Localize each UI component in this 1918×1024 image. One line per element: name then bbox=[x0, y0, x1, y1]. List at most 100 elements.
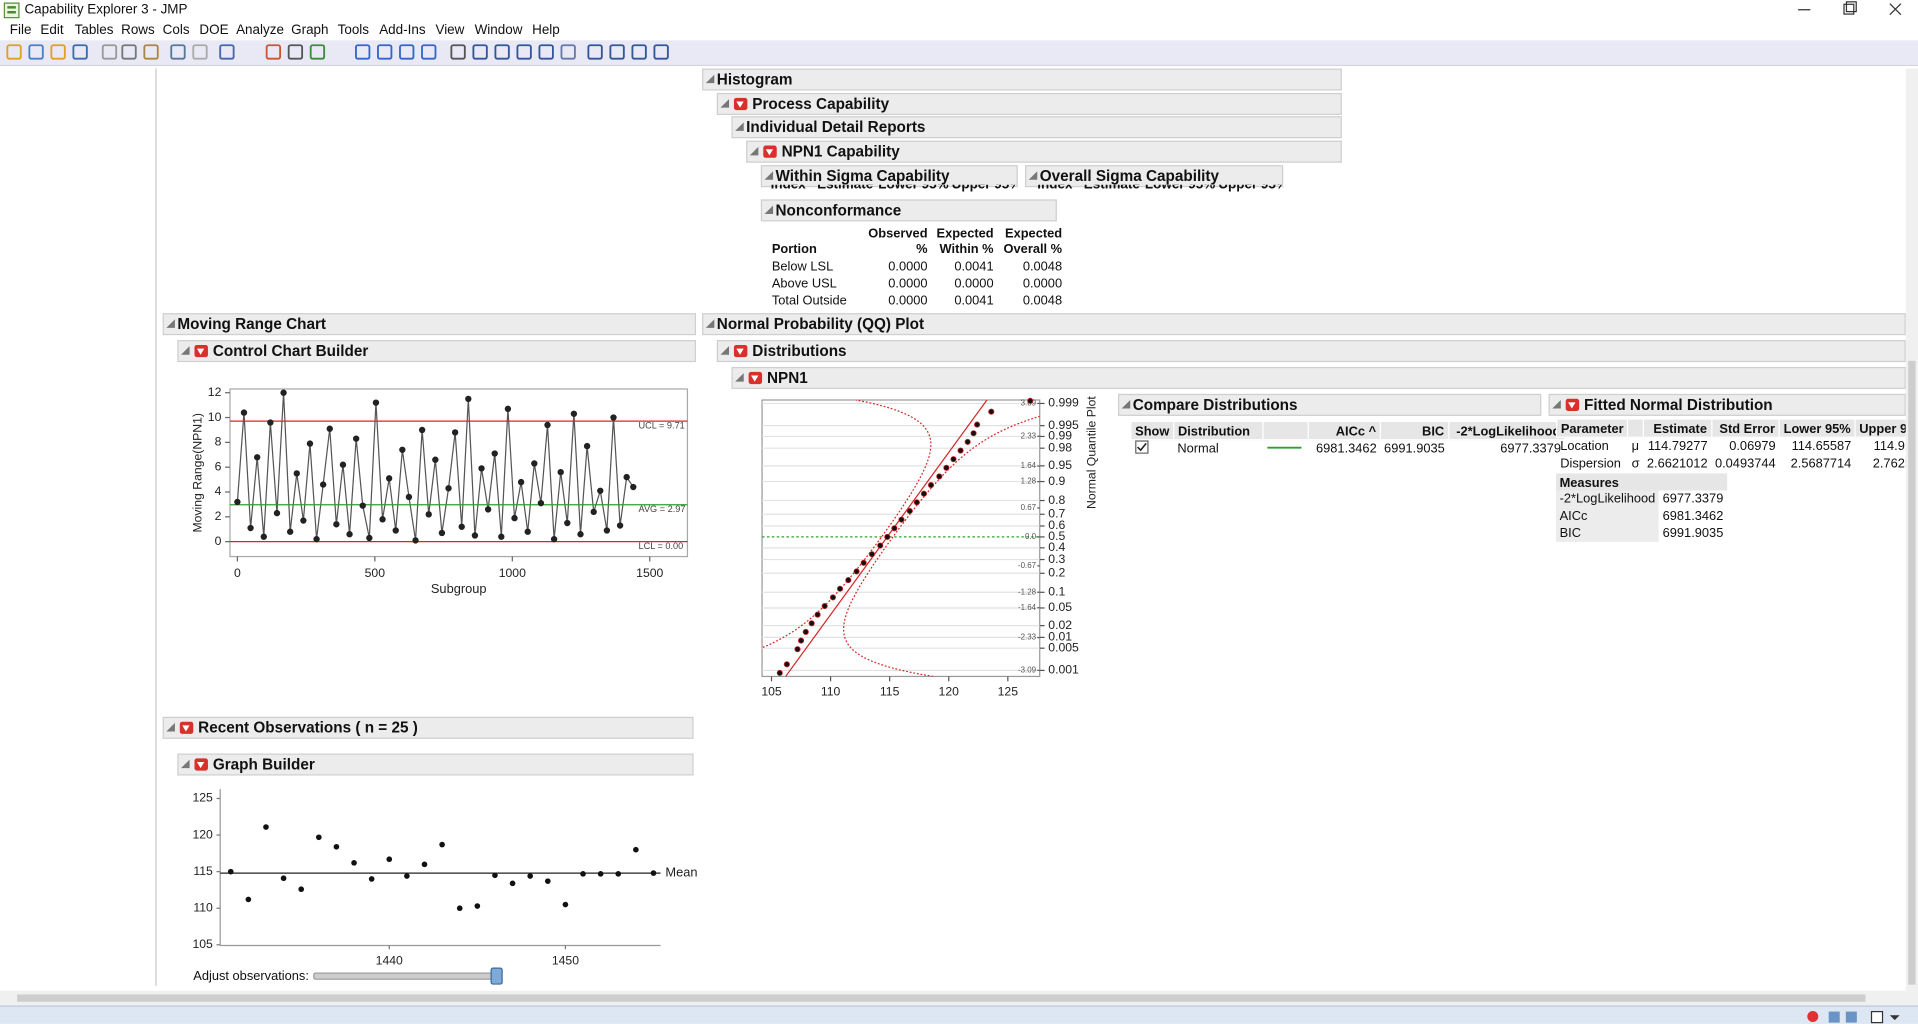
menu-item[interactable]: Tables bbox=[74, 23, 114, 38]
status-bar bbox=[0, 1005, 1918, 1024]
disclosure-icon[interactable] bbox=[735, 122, 744, 131]
outline-header: Overall Sigma Capability bbox=[1025, 165, 1284, 188]
window-controls[interactable] bbox=[1786, 0, 1918, 22]
disclosure-icon[interactable] bbox=[1121, 399, 1131, 409]
column-header: Expected Within % bbox=[936, 226, 994, 257]
outline-header: Fitted Normal Distribution bbox=[1548, 393, 1906, 416]
table-cell: 0.0048 bbox=[1022, 259, 1063, 274]
column-header: Lower 95% bbox=[1778, 418, 1856, 438]
table-cell: 2.762520 bbox=[1872, 456, 1906, 471]
menu-item[interactable]: Window bbox=[474, 23, 523, 38]
disclosure-icon[interactable] bbox=[705, 74, 715, 84]
column-header: Lower 95% bbox=[878, 185, 948, 192]
disclosure-icon[interactable] bbox=[181, 759, 190, 769]
toolbar-icon bbox=[143, 44, 159, 60]
menu-item[interactable]: DOE bbox=[199, 23, 229, 38]
header-title: Distributions bbox=[752, 342, 847, 360]
outline-header: Distributions bbox=[716, 340, 1906, 363]
slider-track[interactable] bbox=[313, 972, 502, 980]
disclosure-icon[interactable] bbox=[720, 99, 730, 108]
disclosure-icon[interactable] bbox=[166, 319, 175, 328]
outline-header: NPN1 bbox=[731, 366, 1906, 389]
disclosure-icon[interactable] bbox=[166, 722, 175, 732]
table-cell: 114.79277 bbox=[1647, 439, 1708, 454]
measure-value: 6991.9035 bbox=[1662, 525, 1724, 541]
checkbox[interactable] bbox=[1134, 440, 1148, 454]
window-title: Capability Explorer 3 - JMP bbox=[24, 2, 188, 18]
menu-item[interactable]: Rows bbox=[121, 23, 155, 38]
disclosure-icon[interactable] bbox=[764, 205, 774, 215]
red-triangle-menu[interactable] bbox=[179, 721, 194, 734]
toolbar-icon bbox=[377, 44, 393, 60]
menu-item[interactable]: View bbox=[435, 23, 465, 38]
disclosure-icon[interactable] bbox=[735, 373, 744, 382]
column-header: -2*LogLikelihood bbox=[1447, 420, 1566, 441]
toolbar-icon bbox=[399, 44, 415, 60]
measure-name: -2*LogLikelihood bbox=[1555, 490, 1659, 508]
table-row: Total Outside 0.0000 0.0041 0.0048 bbox=[768, 292, 1066, 309]
outline-header: Recent Observations ( n = 25 ) bbox=[162, 716, 694, 739]
table-cell: 0.0000 bbox=[888, 293, 928, 309]
outline-header: Histogram bbox=[702, 68, 1342, 91]
menu-item[interactable]: Help bbox=[532, 23, 560, 38]
toolbar-icon bbox=[631, 44, 647, 60]
status-icons[interactable] bbox=[1803, 1009, 1913, 1024]
table-cell: 2.5687714 bbox=[1790, 456, 1852, 471]
toolbar-icon bbox=[6, 44, 22, 60]
red-triangle-menu[interactable] bbox=[194, 758, 208, 771]
table-cell: 114.9296 bbox=[1873, 439, 1906, 454]
outline-header: Nonconformance bbox=[760, 199, 1057, 222]
disclosure-icon[interactable] bbox=[1552, 399, 1561, 409]
column-header: Std Error bbox=[1710, 418, 1780, 438]
toolbar-icon bbox=[192, 44, 208, 60]
title-bar: Capability Explorer 3 - JMP bbox=[0, 0, 1918, 23]
table-row: Below LSL 0.0000 0.0041 0.0048 bbox=[768, 258, 1066, 275]
toolbar-icon bbox=[472, 44, 488, 60]
toolbar bbox=[0, 40, 1918, 67]
disclosure-icon[interactable] bbox=[764, 171, 774, 180]
vertical-scrollbar[interactable] bbox=[1905, 68, 1918, 991]
red-triangle-menu[interactable] bbox=[1565, 398, 1580, 411]
horizontal-scrollbar[interactable] bbox=[0, 990, 1918, 1006]
menu-item[interactable]: File bbox=[9, 23, 32, 38]
header-title: NPN1 bbox=[766, 369, 808, 387]
column-strip: Index Estimate Lower 95%Upper 95% bbox=[1037, 185, 1282, 194]
measures-title: Measures bbox=[1555, 473, 1728, 491]
table-cell: 0.0000 bbox=[888, 259, 928, 274]
toolbar-icons[interactable] bbox=[0, 40, 697, 64]
table-cell: 6981.3462 bbox=[1316, 441, 1377, 457]
toolbar-icon bbox=[538, 44, 554, 60]
table-cell: Above USL bbox=[771, 276, 837, 292]
red-triangle-menu[interactable] bbox=[748, 371, 763, 385]
distribution-name: Normal bbox=[1177, 441, 1219, 457]
disclosure-icon[interactable] bbox=[705, 319, 715, 328]
toolbar-icon bbox=[287, 44, 304, 60]
menu-item[interactable]: Tools bbox=[337, 23, 370, 38]
outline-header: NPN1 Capability bbox=[746, 140, 1342, 163]
table-row: Location μ 114.79277 0.06979 114.65587 114.92… bbox=[1557, 437, 1906, 455]
outline-header: Process Capability bbox=[716, 92, 1342, 115]
disclosure-icon[interactable] bbox=[1028, 171, 1038, 180]
table-cell: 2.6621012 bbox=[1646, 456, 1708, 471]
menu-item[interactable]: Edit bbox=[40, 23, 64, 38]
header-title: Within Sigma Capability bbox=[775, 167, 950, 185]
slider-thumb[interactable] bbox=[490, 967, 503, 985]
disclosure-icon[interactable] bbox=[181, 346, 190, 355]
disclosure-icon[interactable] bbox=[720, 346, 730, 355]
column-header bbox=[1627, 418, 1644, 438]
app-icon bbox=[3, 2, 20, 19]
compare-table: Show Distribution AICc ^ BIC -2*LogLikelihoo… bbox=[1130, 420, 1566, 458]
menu-item[interactable]: Analyze bbox=[236, 23, 284, 38]
table-cell: Total Outside bbox=[771, 293, 847, 309]
header-title: Nonconformance bbox=[775, 201, 902, 219]
disclosure-icon[interactable] bbox=[749, 146, 759, 156]
red-triangle-menu[interactable] bbox=[194, 344, 208, 358]
red-triangle-menu[interactable] bbox=[733, 344, 748, 358]
red-triangle-menu[interactable] bbox=[763, 145, 777, 158]
menu-item[interactable]: Add-Ins bbox=[379, 23, 426, 38]
menu-item[interactable]: Graph bbox=[291, 23, 329, 38]
menu-item[interactable]: Cols bbox=[162, 23, 190, 38]
column-header: Estimate bbox=[1084, 185, 1140, 192]
red-triangle-menu[interactable] bbox=[733, 97, 748, 111]
table-row: Normal 6981.3462 6991.9035 6977.3379 bbox=[1131, 440, 1565, 458]
